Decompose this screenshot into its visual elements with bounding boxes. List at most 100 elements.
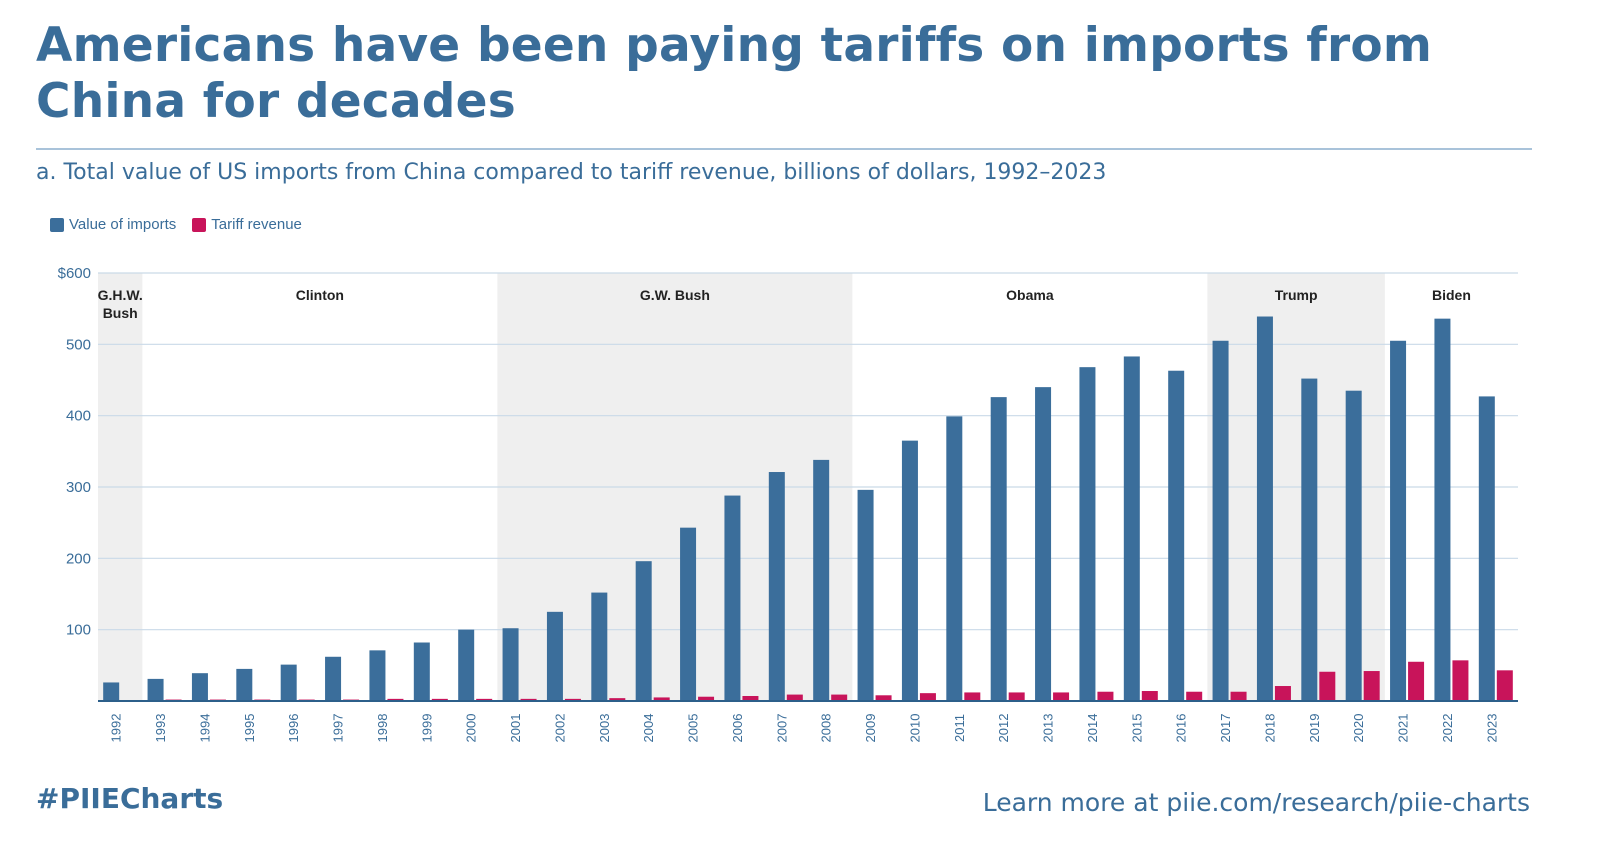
x-tick-label: 1995 — [242, 714, 257, 743]
bar-tariff — [1008, 692, 1025, 701]
bar-imports — [1434, 318, 1451, 701]
bar-imports — [1256, 316, 1273, 701]
x-tick-label: 2020 — [1351, 714, 1366, 743]
x-tick-label: 1993 — [153, 714, 168, 743]
y-tick-label: 300 — [66, 479, 91, 496]
x-tick-label: 2004 — [641, 714, 656, 743]
bar-imports — [1390, 340, 1407, 701]
y-tick-label: 500 — [66, 336, 91, 353]
bar-tariff — [1408, 661, 1425, 701]
footer-hashtag: #PIIECharts — [36, 782, 224, 815]
bar-imports — [1212, 340, 1229, 701]
footer-link[interactable]: Learn more at piie.com/research/piie-cha… — [982, 788, 1530, 817]
bar-imports — [1168, 370, 1185, 701]
bar-tariff — [964, 692, 981, 701]
x-tick-label: 2019 — [1307, 714, 1322, 743]
bar-imports — [901, 440, 918, 701]
bar-tariff — [1186, 691, 1203, 701]
bar-tariff — [742, 696, 759, 701]
legend-label-imports: Value of imports — [69, 216, 177, 233]
x-tick-label: 1997 — [331, 714, 346, 743]
legend: Value of imports Tariff revenue — [50, 216, 302, 233]
legend-swatch-tariff — [192, 217, 207, 232]
x-tick-label: 1998 — [375, 714, 390, 743]
bar-tariff — [520, 698, 537, 701]
bar-imports — [1123, 356, 1140, 701]
bar-imports — [1345, 390, 1362, 701]
bar-imports — [813, 459, 830, 701]
administration-label: Trump — [1275, 287, 1318, 303]
bar-imports — [768, 472, 785, 701]
bar-imports — [546, 611, 563, 701]
bar-imports — [680, 527, 697, 701]
bar-tariff — [698, 696, 715, 701]
administration-label: Bush — [103, 305, 138, 321]
bar-tariff — [831, 694, 848, 701]
chart-subtitle: a. Total value of US imports from China … — [36, 160, 1107, 185]
x-tick-label: 2021 — [1396, 714, 1411, 743]
x-tick-label: 2023 — [1484, 714, 1499, 743]
x-tick-label: 2009 — [863, 714, 878, 743]
administration-label: Biden — [1432, 287, 1471, 303]
bar-tariff — [1274, 686, 1291, 701]
x-tick-label: 2005 — [686, 714, 701, 743]
x-tick-label: 2003 — [597, 714, 612, 743]
x-tick-label: 1996 — [286, 714, 301, 743]
bar-imports — [1079, 367, 1096, 701]
y-tick-label: $600 — [58, 265, 91, 282]
x-tick-label: 2006 — [730, 714, 745, 743]
bar-imports — [946, 416, 963, 701]
x-tick-label: 2010 — [907, 714, 922, 743]
x-tick-label: 2016 — [1174, 714, 1189, 743]
x-tick-label: 2002 — [552, 714, 567, 743]
y-tick-label: 400 — [66, 408, 91, 425]
x-tick-label: 2008 — [819, 714, 834, 743]
x-tick-label: 2000 — [464, 714, 479, 743]
bar-imports — [635, 561, 652, 701]
bar-imports — [502, 628, 519, 701]
legend-swatch-imports — [50, 217, 64, 232]
bar-imports — [325, 656, 342, 701]
bar-tariff — [476, 698, 493, 701]
bar-imports — [1478, 396, 1495, 701]
bar-imports — [280, 664, 297, 701]
bar-tariff — [1496, 670, 1513, 701]
x-tick-label: 2013 — [1041, 714, 1056, 743]
bar-tariff — [1097, 691, 1114, 701]
x-tick-label: 2018 — [1262, 714, 1277, 743]
bar-tariff — [1230, 691, 1247, 701]
bar-imports — [857, 489, 874, 701]
y-tick-label: 100 — [66, 622, 91, 639]
bar-imports — [413, 642, 430, 701]
bar-tariff — [919, 693, 936, 701]
chart-title: Americans have been paying tariffs on im… — [36, 18, 1432, 129]
bar-tariff — [1319, 671, 1336, 701]
bar-imports — [236, 668, 253, 701]
legend-label-tariff: Tariff revenue — [211, 216, 302, 233]
bar-tariff — [1452, 660, 1469, 701]
bar-tariff — [875, 695, 892, 701]
bar-chart: G.H.W. Bush Clinton G.W. Bush Obama Trump Bide… — [58, 265, 1518, 743]
title-divider — [36, 148, 1532, 150]
bar-tariff — [1141, 691, 1158, 701]
x-tick-label: 2015 — [1129, 714, 1144, 743]
bar-imports — [458, 629, 475, 701]
bar-tariff — [387, 698, 404, 701]
x-tick-label: 2017 — [1218, 714, 1233, 743]
x-tick-label: 2012 — [996, 714, 1011, 743]
bar-imports — [103, 682, 120, 701]
y-tick-label: 200 — [66, 550, 91, 567]
x-tick-label: 2001 — [508, 714, 523, 743]
bar-tariff — [786, 694, 803, 701]
x-tick-label: 2011 — [952, 714, 967, 742]
administration-label: G.W. Bush — [640, 287, 710, 303]
x-tick-label: 1999 — [419, 714, 434, 743]
x-tick-label: 2014 — [1085, 714, 1100, 743]
bar-tariff — [431, 698, 448, 701]
bar-imports — [191, 673, 208, 701]
administration-label: Obama — [1006, 287, 1054, 303]
administration-label: Clinton — [296, 287, 344, 303]
bar-tariff — [653, 697, 670, 701]
bar-imports — [591, 592, 608, 701]
